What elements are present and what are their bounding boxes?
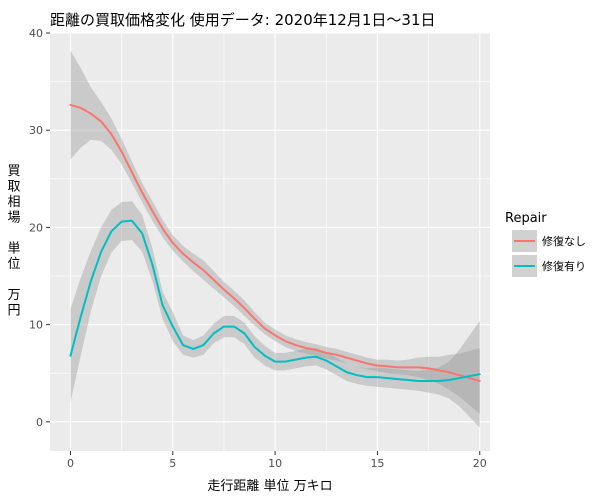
x-tick-label: 15 [370, 457, 384, 470]
y-axis-title-char: 位 [7, 257, 20, 272]
y-axis-title-char: 相 [7, 195, 20, 210]
y-axis-title-char: 単 [7, 241, 20, 257]
y-axis-title-char: 円 [7, 304, 20, 319]
x-tick-label: 0 [67, 457, 74, 470]
y-axis-title-char: 万 [7, 288, 20, 303]
y-tick-label: 40 [29, 27, 43, 40]
x-tick-label: 20 [473, 457, 487, 470]
series-lines [69, 103, 481, 383]
y-axis-title-char: 取 [7, 180, 20, 195]
x-tick-label: 5 [169, 457, 176, 470]
confidence-band-2 [70, 201, 480, 428]
y-tick-label: 30 [29, 124, 43, 137]
y-axis-title-char: 買 [7, 164, 20, 179]
chart-title: 距離の買取価格変化 使用データ: 2020年12月1日～31日 [50, 11, 435, 29]
y-tick-label: 0 [36, 416, 43, 429]
axes: 0 5 10 15 20 0 10 20 30 40 [29, 27, 487, 470]
y-tick-label: 10 [29, 319, 43, 332]
series-line-2 [69, 219, 481, 383]
legend-label-1: 修復なし [542, 234, 586, 248]
x-tick-label: 10 [268, 457, 282, 470]
y-tick-label: 20 [29, 221, 43, 234]
x-axis-title: 走行距離 単位 万キロ [207, 478, 332, 494]
series-line-1 [69, 103, 481, 383]
legend-title: Repair [505, 211, 547, 226]
confidence-band-1 [70, 50, 480, 415]
confidence-bands [70, 50, 480, 428]
legend-label-2: 修復有り [542, 259, 586, 273]
y-axis-title-char: 場 [7, 211, 20, 226]
